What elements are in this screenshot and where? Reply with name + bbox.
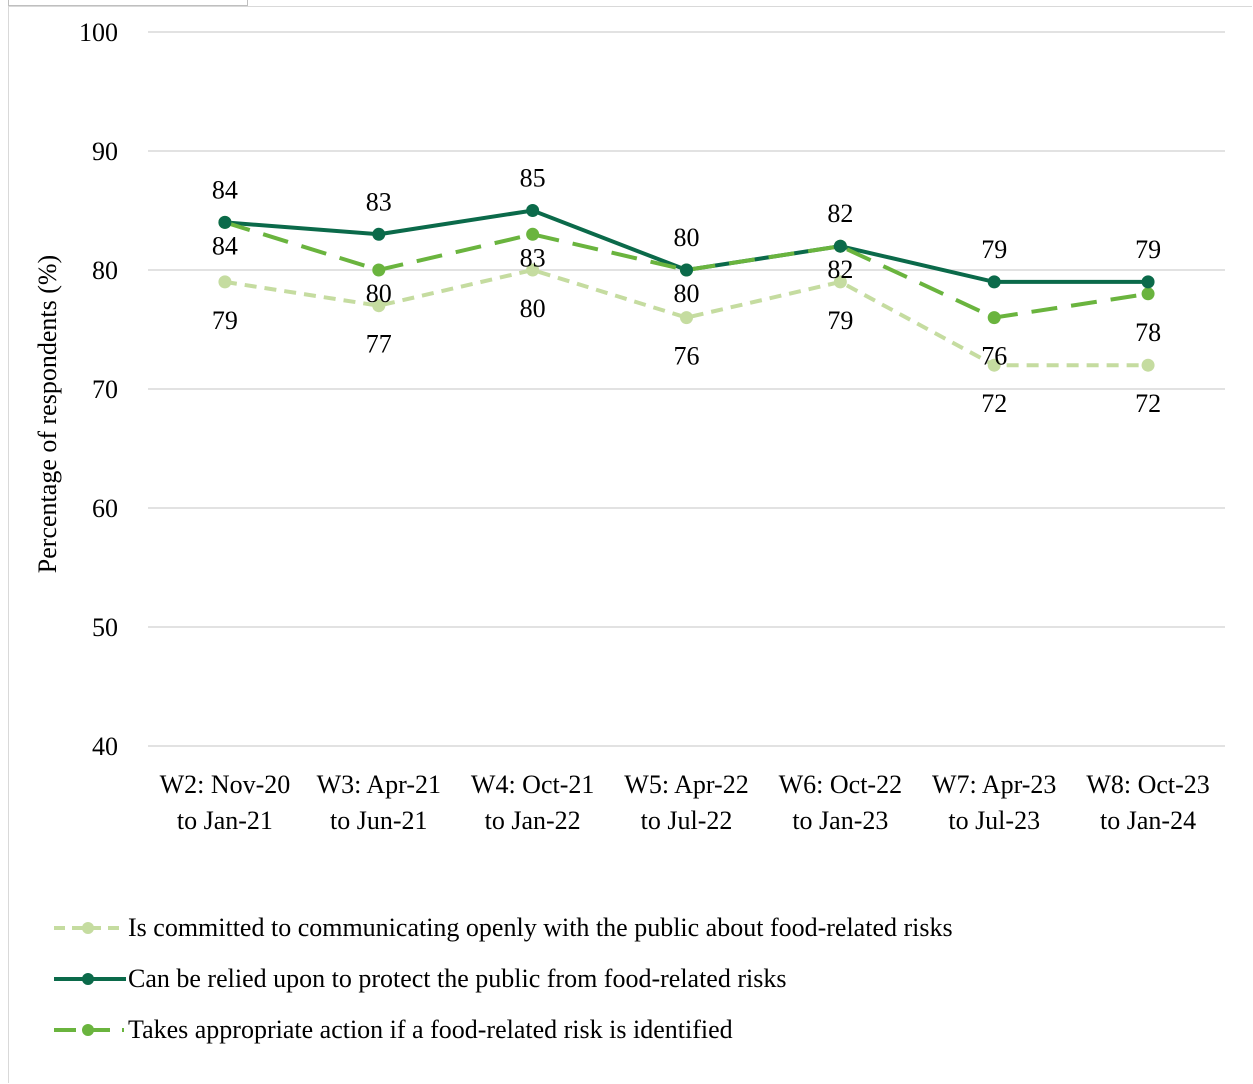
legend-item-appropriate-action: Takes appropriate action if a food-relat… [52, 1010, 953, 1050]
data-label: 79 [827, 306, 853, 335]
data-label: 80 [674, 223, 700, 252]
data-point [1141, 358, 1155, 372]
data-point [1141, 287, 1155, 301]
data-label: 84 [212, 175, 238, 204]
y-tick-label: 80 [92, 256, 118, 285]
data-point [372, 227, 386, 241]
data-label: 82 [827, 255, 853, 284]
y-axis-ticks: 40 50 60 70 80 90 100 [79, 18, 118, 761]
y-tick-label: 60 [92, 494, 118, 523]
data-label: 79 [212, 306, 238, 335]
data-label: 72 [1135, 389, 1161, 418]
y-tick-label: 40 [92, 732, 118, 761]
x-tick-label: W6: Oct-22 to Jan-23 [779, 770, 902, 835]
data-point [526, 263, 540, 277]
y-tick-label: 50 [92, 613, 118, 642]
legend-label: Takes appropriate action if a food-relat… [128, 1015, 733, 1044]
data-point [680, 263, 693, 277]
data-point [833, 239, 847, 253]
data-point [833, 275, 847, 289]
data-point [372, 299, 386, 313]
data-point [526, 204, 540, 217]
gridlines [148, 31, 1225, 747]
legend-item-communicating: Is committed to communicating openly wit… [52, 908, 953, 948]
x-tick-label: W2: Nov-20 to Jan-21 [160, 770, 291, 835]
data-label: 80 [674, 279, 700, 308]
data-label: 77 [366, 330, 392, 359]
data-point [218, 215, 232, 229]
x-axis-categories: W2: Nov-20 to Jan-21 W3: Apr-21 to Jun-21 W4… [160, 770, 1210, 835]
data-label: 83 [366, 187, 392, 216]
x-tick-label: W5: Apr-22 to Jul-22 [624, 770, 748, 835]
legend-item-relied-upon: Can be relied upon to protect the public… [52, 959, 953, 999]
data-point [987, 275, 1001, 289]
line-chart: 40 50 60 70 80 90 100 W2: Nov-20 to Jan-21 W3: A… [33, 18, 1225, 835]
data-point [987, 358, 1001, 372]
data-labels: 79 84 84 77 83 80 80 85 83 76 80 80 79 82 82 72 79 76 72 79… [212, 164, 1161, 419]
y-tick-label: 100 [79, 18, 118, 47]
data-point [526, 227, 540, 241]
legend-label: Can be relied upon to protect the public… [128, 964, 787, 993]
data-label: 76 [674, 342, 700, 371]
data-label: 76 [981, 342, 1007, 371]
x-tick-label: W7: Apr-23 to Jul-23 [932, 770, 1056, 835]
data-label: 78 [1135, 318, 1161, 347]
y-tick-label: 90 [92, 137, 118, 166]
x-tick-label: W8: Oct-23 to Jan-24 [1086, 770, 1209, 835]
legend-swatch-communicating [54, 922, 124, 934]
legend-swatch-relied-upon [54, 973, 126, 985]
data-point [218, 275, 232, 289]
chart-corner-tab [8, 0, 248, 6]
data-label: 72 [981, 389, 1007, 418]
data-label: 79 [1135, 235, 1161, 264]
data-label: 83 [520, 243, 546, 272]
data-label: 79 [981, 235, 1007, 264]
data-point [987, 311, 1001, 325]
data-label: 82 [827, 199, 853, 228]
data-point [1141, 275, 1155, 289]
y-axis-title: Percentage of respondents (%) [33, 255, 62, 573]
x-tick-label: W4: Oct-21 to Jan-22 [471, 770, 594, 835]
data-point [680, 311, 693, 325]
chart-frame [8, 6, 1252, 1083]
legend-swatch-appropriate-action [54, 1024, 124, 1036]
legend-label: Is committed to communicating openly wit… [128, 913, 953, 942]
series-lines [218, 204, 1155, 372]
x-tick-label: W3: Apr-21 to Jun-21 [317, 770, 441, 835]
data-label: 80 [520, 294, 546, 323]
data-label: 84 [212, 231, 238, 260]
data-point [372, 263, 386, 277]
data-label: 85 [520, 164, 546, 193]
y-tick-label: 70 [92, 375, 118, 404]
data-label: 80 [366, 279, 392, 308]
legend: Is committed to communicating openly wit… [52, 908, 953, 1061]
